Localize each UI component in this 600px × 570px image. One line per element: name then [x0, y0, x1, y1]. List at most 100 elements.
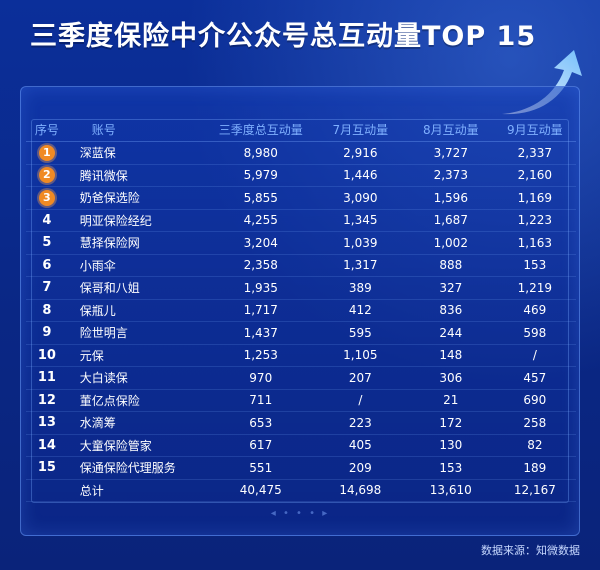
data-source: 数据来源：知微数据: [481, 544, 580, 557]
august-value: 836: [407, 299, 494, 322]
account-name: 水滴筹: [67, 411, 209, 435]
q3-total-value: 1,717: [208, 299, 313, 322]
q3-total-value: 2,358: [208, 254, 313, 277]
header-august: 8月互动量: [407, 117, 494, 142]
q3-total-value: 1,437: [208, 321, 313, 345]
august-value: 148: [407, 344, 494, 367]
september-value: 690: [493, 389, 576, 412]
july-value: 412: [312, 299, 408, 322]
rank-number: 5: [42, 235, 52, 251]
august-value: 2,373: [407, 164, 494, 187]
q3-total-value: 711: [208, 389, 313, 412]
ranking-table: 序号 账号 三季度总互动量 7月互动量 8月互动量 9月互动量 1 深蓝保 8,98…: [26, 117, 576, 502]
total-row: 总计 40,475 14,698 13,610 12,167: [26, 479, 576, 502]
september-value: 1,169: [493, 186, 576, 210]
q3-total-value: 4,255: [208, 209, 313, 232]
account-name: 元保: [67, 344, 209, 367]
august-value: 244: [407, 321, 494, 345]
header-july: 7月互动量: [312, 117, 408, 142]
total-september: 12,167: [493, 479, 576, 502]
august-value: 327: [407, 276, 494, 300]
september-value: 469: [493, 299, 576, 322]
table-row: 7 保哥和八姐 1,935 389 327 1,219: [26, 276, 576, 300]
table-row: 12 董亿点保险 711/21 690: [26, 389, 576, 412]
september-value: 258: [493, 411, 576, 435]
page-indicator: ◂ • • • ▸: [270, 508, 330, 519]
rank-medal-icon: 1: [38, 144, 55, 161]
q3-total-value: 970: [208, 366, 313, 390]
rank-number: 10: [37, 347, 56, 363]
rank-number: 8: [42, 302, 52, 318]
july-value: 1,446: [312, 164, 408, 187]
september-value: 1,223: [493, 209, 576, 232]
q3-total-value: 5,855: [208, 186, 313, 210]
q3-total-value: 5,979: [208, 164, 313, 187]
august-value: 1,002: [407, 231, 494, 255]
august-value: 1,596: [407, 186, 494, 210]
september-value: 2,160: [493, 164, 576, 187]
q3-total-value: 617: [208, 434, 313, 457]
rank-number: 4: [42, 212, 52, 228]
rank-number: 7: [42, 280, 52, 296]
rank-medal-icon: 2: [38, 167, 55, 184]
july-value: /: [312, 389, 408, 412]
august-value: 153: [407, 456, 494, 480]
table-header-row: 序号 账号 三季度总互动量 7月互动量 8月互动量 9月互动量: [26, 117, 576, 142]
account-name: 董亿点保险: [67, 389, 209, 412]
rank-cell: 2: [26, 164, 68, 187]
rank-cell: 11: [26, 366, 68, 390]
rank-cell: 14: [26, 434, 68, 457]
table-row: 11 大白读保 970 207 306 457: [26, 366, 576, 390]
july-value: 207: [312, 366, 408, 390]
rank-number: 15: [37, 460, 56, 476]
total-q3-total: 40,475: [208, 479, 313, 502]
august-value: 306: [407, 366, 494, 390]
table-row: 8 保瓶儿 1,717 412 836 469: [26, 299, 576, 322]
page-title: 三季度保险中介公众号总互动量TOP 15: [30, 21, 537, 52]
rank-cell: 4: [26, 209, 68, 232]
account-name: 险世明言: [67, 321, 209, 345]
table-row: 13 水滴筹 653 223 172 258: [26, 411, 576, 435]
august-value: 21: [407, 389, 494, 412]
rank-cell: 15: [26, 456, 68, 480]
august-value: 172: [407, 411, 494, 435]
account-name: 小雨伞: [67, 254, 209, 277]
account-name: 深蓝保: [67, 141, 209, 165]
table-row: 14 大童保险管家 617 405 130 82: [26, 434, 576, 457]
august-value: 1,687: [407, 209, 494, 232]
september-value: 1,219: [493, 276, 576, 300]
august-value: 888: [407, 254, 494, 277]
header-q3-total: 三季度总互动量: [208, 117, 313, 142]
table-row: 9 险世明言 1,437 595 244 598: [26, 321, 576, 345]
september-value: 2,337: [493, 141, 576, 165]
september-value: 1,163: [493, 231, 576, 255]
table-row: 15 保通保险代理服务 551 209 153 189: [26, 456, 576, 480]
header-september: 9月互动量: [493, 117, 576, 142]
july-value: 3,090: [312, 186, 408, 210]
september-value: 598: [493, 321, 576, 345]
september-value: /: [493, 344, 576, 367]
table-row: 10 元保 1,253 1,105 148/: [26, 344, 576, 367]
table-row: 6 小雨伞 2,358 1,317 888 153: [26, 254, 576, 277]
account-name: 明亚保险经纪: [67, 209, 209, 232]
july-value: 223: [312, 411, 408, 435]
account-name: 保通保险代理服务: [67, 456, 209, 480]
account-name: 保哥和八姐: [67, 276, 209, 300]
rank-medal-icon: 3: [38, 189, 55, 206]
september-value: 189: [493, 456, 576, 480]
rank-cell: 13: [26, 411, 68, 435]
august-value: 3,727: [407, 141, 494, 165]
table-row: 3 奶爸保选险 5,855 3,090 1,596 1,169: [26, 186, 576, 210]
july-value: 2,916: [312, 141, 408, 165]
september-value: 153: [493, 254, 576, 277]
q3-total-value: 551: [208, 456, 313, 480]
september-value: 457: [493, 366, 576, 390]
header-account: 账号: [67, 117, 209, 142]
account-name: 慧择保险网: [67, 231, 209, 255]
september-value: 82: [493, 434, 576, 457]
july-value: 1,039: [312, 231, 408, 255]
rank-cell: 10: [26, 344, 68, 367]
header-rank: 序号: [26, 117, 68, 142]
account-name: 保瓶儿: [67, 299, 209, 322]
rank-number: 13: [37, 415, 56, 431]
